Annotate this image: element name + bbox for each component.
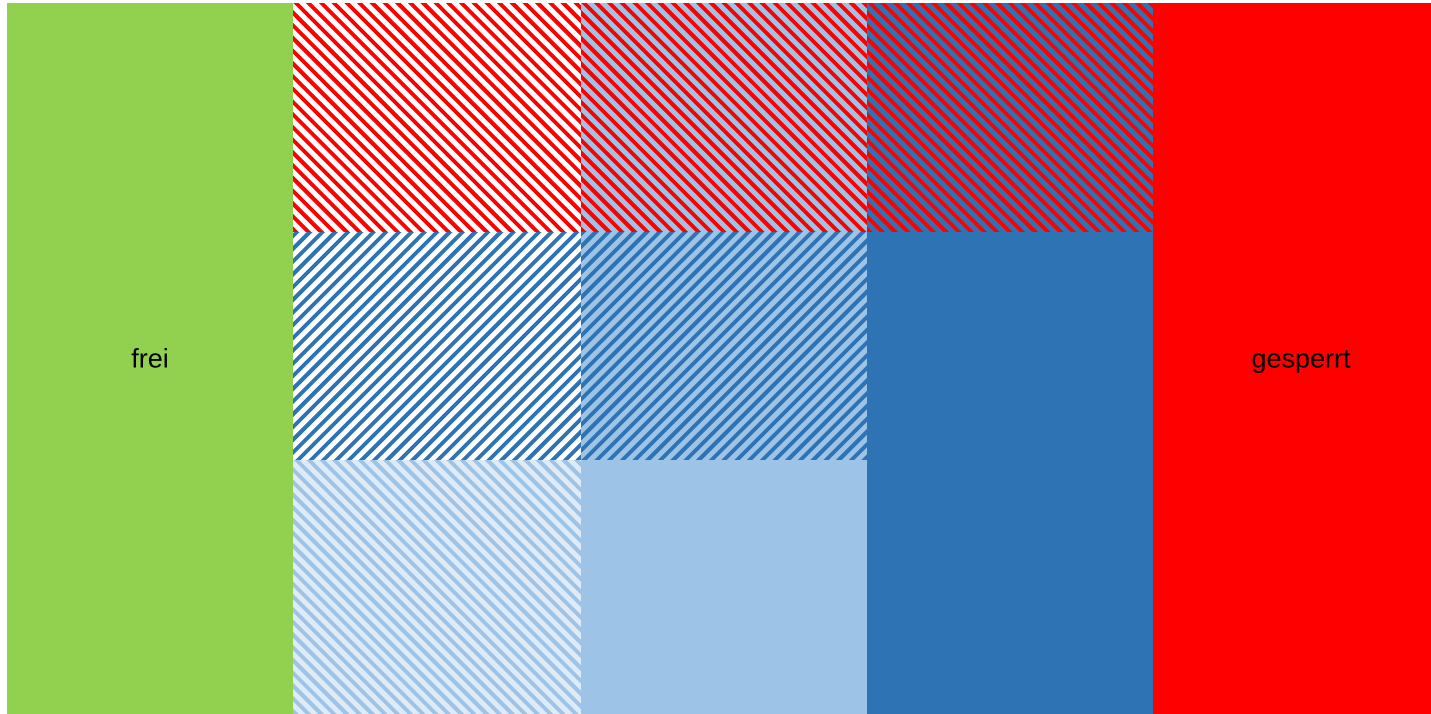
cell-r2-c1 bbox=[293, 232, 581, 460]
cell-r1-c2 bbox=[581, 3, 867, 232]
status-diagram: frei gesperrt bbox=[7, 3, 1431, 714]
cell-r2-c2 bbox=[581, 232, 867, 460]
free-column: frei bbox=[7, 3, 293, 714]
cell-r23-c3 bbox=[867, 232, 1153, 714]
cell-r1-c1 bbox=[293, 3, 581, 232]
cell-r3-c1 bbox=[293, 460, 581, 714]
cell-r3-c2 bbox=[581, 460, 867, 714]
cell-r1-c3 bbox=[867, 3, 1153, 232]
locked-label: gesperrt bbox=[1251, 343, 1351, 373]
free-label: frei bbox=[131, 343, 169, 373]
locked-column: gesperrt bbox=[1153, 3, 1431, 714]
